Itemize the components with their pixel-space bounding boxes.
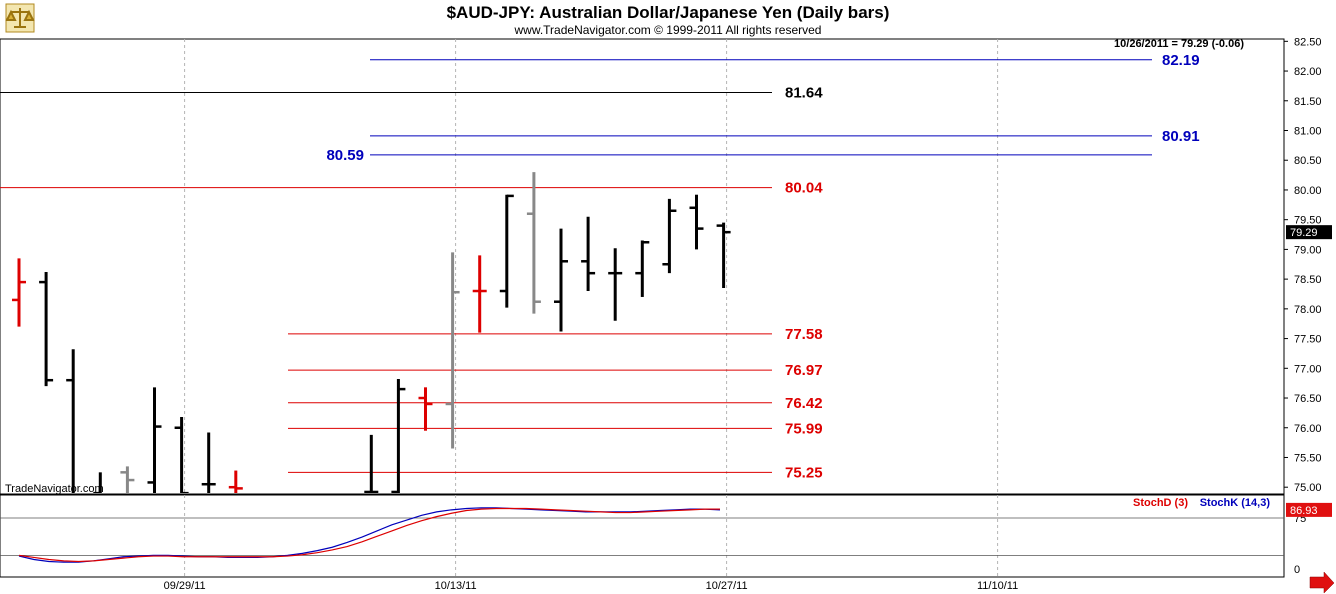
price-axis: 75.00 75.50 76.00 76.50 77.00 77.50 78.00 78.50… [1284,36,1332,494]
ohlc-bar [66,349,75,493]
ohlc-bar [526,172,541,314]
level-label: 82.19 [1162,52,1200,69]
level-label: 81.64 [785,84,823,101]
chart-title: $AUD-JPY: Australian Dollar/Japanese Yen… [447,3,890,22]
ohlc-bar [716,222,731,289]
ohlc-bar [445,252,460,449]
ohlc-bar [256,499,270,517]
stoch-last-label: 86.93 [1290,505,1318,517]
price-panel-frame [0,38,1285,495]
y-tick-label: 82.50 [1294,36,1322,48]
level-lines: 82.19 81.64 80.91 80.59 80.04 77.58 76.97 76.42… [0,52,1200,481]
ohlc-bar [12,258,26,327]
ohlc-bar [93,472,102,493]
ohlc-bar [201,432,216,493]
stoch-last-tag [1286,502,1332,517]
watermark: TradeNavigator.com [5,483,104,495]
last-price-tag [1286,225,1332,240]
ohlc-bar [635,240,650,297]
y-tick-label: 76.50 [1294,393,1322,405]
ohlc-bar [499,194,514,308]
x-tick-label: 11/10/11 [977,580,1018,592]
x-tick-label: 09/29/11 [164,580,206,592]
ohlc-bar [39,271,54,387]
level-label: 75.25 [785,464,823,481]
ohlc-bar [147,387,162,493]
stochK-legend: StochK (14,3) [1200,497,1271,509]
ohlc-bar [689,194,704,250]
ohlc-bar [310,499,324,517]
ohlc-bar [662,198,677,274]
stochD-line [18,507,720,563]
ohlc-bar [337,493,351,514]
ohlc-bar [228,470,243,493]
last-quote: 10/26/2011 = 79.29 (-0.06) [1114,38,1244,50]
x-tick-label: 10/13/11 [435,580,477,592]
chart-subtitle: www.TradeNavigator.com © 1999-2011 All r… [514,23,822,37]
stoch-tick-label: 0 [1294,564,1300,576]
ohlc-bar [554,228,568,332]
y-tick-label: 82.00 [1294,66,1322,78]
grid [184,39,999,577]
ohlc-bar [418,387,433,431]
ohlc-bar [391,379,406,493]
y-tick-label: 81.50 [1294,96,1322,108]
level-label: 76.97 [785,362,823,379]
y-tick-label: 80.50 [1294,155,1322,167]
level-label: 80.59 [326,147,364,164]
level-label: 80.04 [785,180,823,197]
date-axis: 09/29/11 10/13/11 10/27/11 11/10/11 [164,580,1019,592]
y-tick-label: 75.00 [1294,482,1322,494]
y-tick-label: 79.50 [1294,215,1322,227]
level-label: 76.42 [785,395,823,412]
ohlc-bar [472,255,487,333]
y-tick-label: 77.00 [1294,363,1322,375]
y-tick-label: 77.50 [1294,334,1322,346]
ohlc-bar [364,434,379,493]
ohlc-bar [608,248,623,321]
stochD-legend: StochD (3) [1133,497,1188,509]
x-tick-label: 10/27/11 [706,580,748,592]
last-price-label: 79.29 [1290,227,1318,239]
ohlc-bar [174,417,189,493]
y-tick-label: 80.00 [1294,185,1322,197]
level-label: 80.91 [1162,128,1200,145]
y-tick-label: 78.00 [1294,304,1322,316]
ohlc-bar [581,216,596,292]
stochK-line [18,507,721,563]
ohlc-bars [12,172,731,517]
y-tick-label: 75.50 [1294,452,1322,464]
stoch-panel-frame [0,494,1285,578]
level-label: 75.99 [785,420,823,437]
y-tick-label: 78.50 [1294,274,1322,286]
y-tick-label: 79.00 [1294,244,1322,256]
ohlc-bar [120,466,135,493]
y-tick-label: 76.00 [1294,423,1322,435]
y-tick-label: 81.00 [1294,126,1322,138]
right-arrow-icon[interactable] [1309,571,1335,594]
gold-scale-logo-icon [5,3,35,33]
ohlc-bar [283,499,297,517]
level-label: 77.58 [785,326,823,343]
